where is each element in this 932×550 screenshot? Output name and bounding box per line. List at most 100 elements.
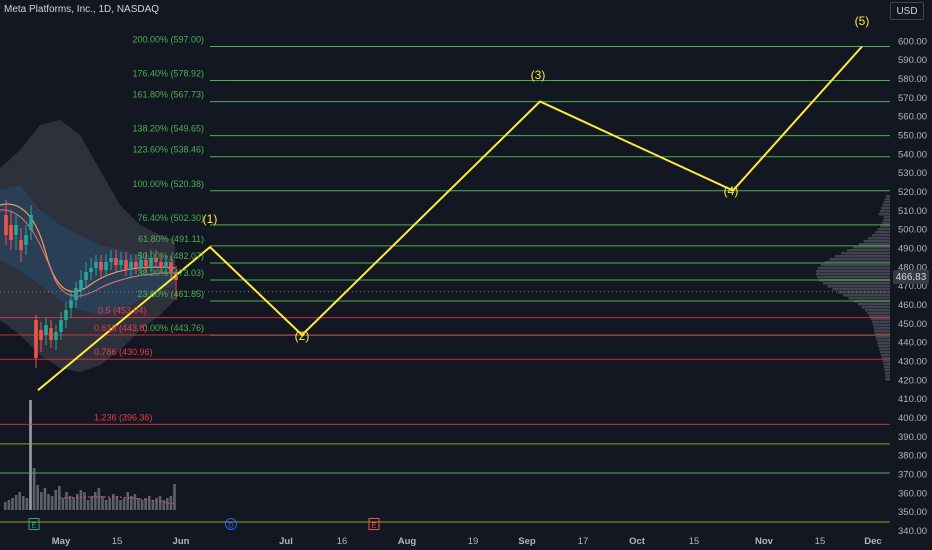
fib-extension-label: 38.20% (473.03) [137,268,204,278]
time-tick-label: 19 [468,536,479,547]
profile-bar [883,363,890,366]
profile-bar [881,354,890,357]
volume-bar [32,468,36,510]
price-tick-label: 440.00 [898,338,927,349]
time-tick-label: Jul [279,536,293,547]
price-tick-label: 340.00 [898,526,927,537]
profile-bar [843,294,890,297]
profile-bar [852,246,890,249]
volume-bar [158,496,162,510]
current-price-tag: 466.83 [893,270,929,284]
elliott-wave[interactable]: (1) (2) (3) (4) (5) [37,14,870,391]
price-candles [4,200,178,368]
profile-bar [858,243,890,246]
candle-body [119,260,123,265]
volume-bar [166,498,169,510]
candle-body [4,215,8,235]
profile-bar [877,342,890,345]
profile-bar [885,378,890,381]
volume-bar [112,494,115,510]
candle-body [139,260,143,268]
profile-bar [871,234,890,237]
price-tick-label: 480.00 [898,262,927,273]
profile-bar [882,204,890,207]
profile-bar [816,270,890,273]
time-tick-label: 15 [689,536,700,547]
chart-title: Meta Platforms, Inc., 1D, NASDAQ [4,4,160,15]
fib-labels: 200.00% (597.00) 176.40% (578.92) 161.80% … [94,34,204,422]
fib-retracement-label: 0.618 (443.8) [94,323,148,333]
profile-bar [885,375,890,378]
price-tick-label: 540.00 [898,149,927,160]
profile-bar [832,288,890,291]
price-tick-label: 510.00 [898,206,927,217]
volume-bar [65,492,68,510]
price-tick-label: 560.00 [898,112,927,123]
volume-bar [25,498,29,510]
candle-body [164,262,168,268]
volume-bar [148,496,151,510]
candle-body [39,330,43,340]
time-tick-label: 16 [337,536,348,547]
price-tick-label: 400.00 [898,413,927,424]
price-tick-label: 420.00 [898,375,927,386]
volume-bars [4,400,176,510]
profile-bar [880,351,890,354]
price-tick-label: 530.00 [898,168,927,179]
price-tick-label: 410.00 [898,394,927,405]
time-tick-label: 15 [112,536,123,547]
price-tick-label: 570.00 [898,93,927,104]
volume-bar [14,495,18,510]
price-tick-label: 590.00 [898,55,927,66]
time-tick-label: Sep [518,536,536,547]
price-tick-label: 460.00 [898,300,927,311]
candle-body [89,268,93,272]
moving-average-line [0,209,176,297]
profile-bar [815,273,890,276]
currency-button[interactable]: USD [890,2,924,20]
volume-bar [173,484,176,510]
profile-bar [877,228,890,231]
profile-bar [869,315,890,318]
profile-bar [874,330,890,333]
volume-bar [90,496,93,510]
volume-bar [140,500,144,510]
candle-body [14,225,18,235]
volume-bar [86,500,90,510]
volume-bar [7,500,11,510]
candle-body [34,320,38,358]
earnings-marker [28,518,40,530]
volume-bar [155,498,158,510]
profile-bar [878,213,890,216]
volume-bar [151,500,155,510]
volume-bar [36,485,39,510]
profile-bar [867,312,890,315]
volume-bar [115,496,119,510]
candle-body [169,262,173,272]
profile-bar [872,324,890,327]
profile-bar [817,267,890,270]
price-tick-label: 370.00 [898,470,927,481]
volume-bar [11,498,14,510]
wave-label: (5) [855,14,870,28]
profile-bar [883,216,890,219]
volume-bar [137,498,140,510]
candle-body [104,262,108,270]
time-tick-label: 17 [578,536,589,547]
price-tick-label: 380.00 [898,451,927,462]
profile-bar [884,369,890,372]
profile-bar [863,240,890,243]
fib-extension-label: 100.00% (520.38) [132,179,204,189]
volume-bar [72,498,75,510]
candle-body [94,262,98,268]
candle-body [44,325,48,335]
fib-extension-label: 61.80% (491.11) [138,234,204,244]
time-axis[interactable]: May 15 Jun Jul 16 Aug 19 Sep 17 Oct 15 Nov 15 Dec [52,536,882,547]
candle-body [129,262,133,270]
volume-bar [54,490,57,510]
candle-body [29,215,33,230]
volatility-band [0,120,176,372]
